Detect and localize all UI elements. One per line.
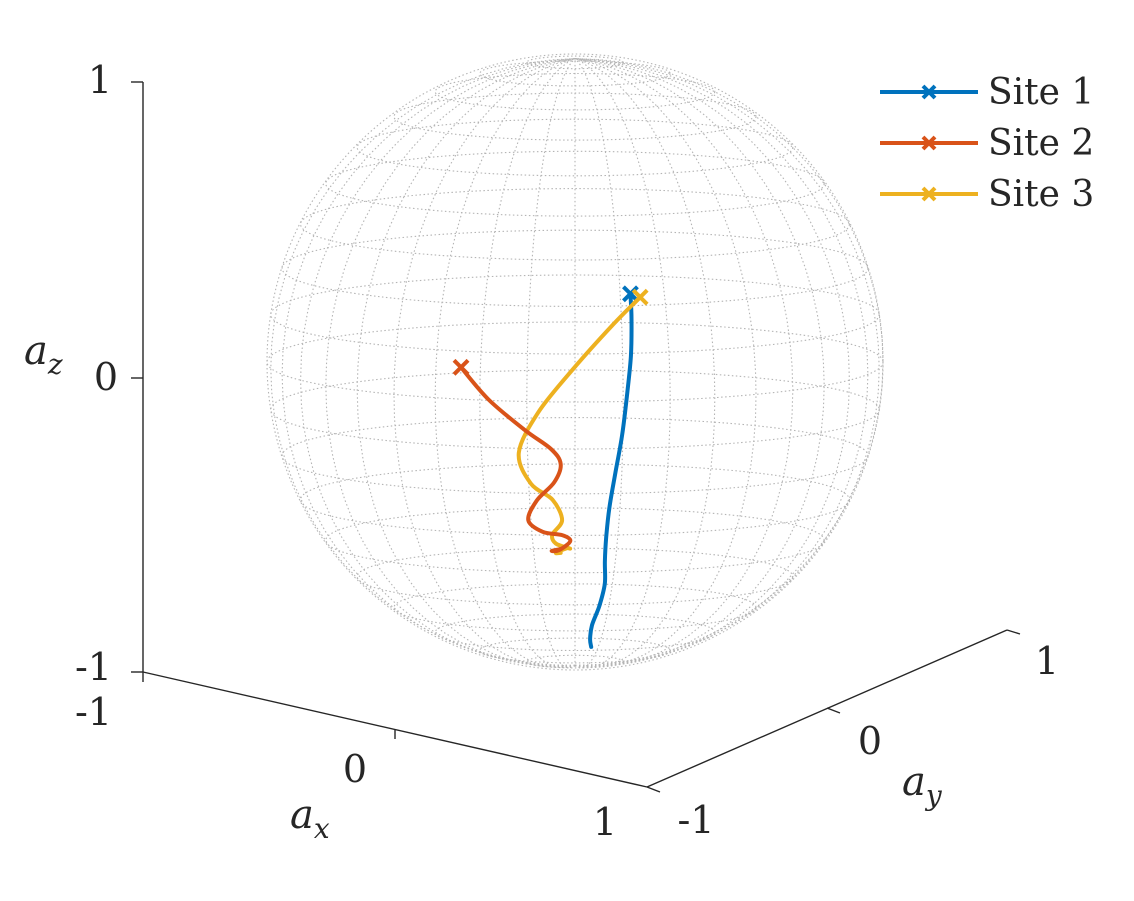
sphere-latitude-line	[356, 547, 794, 606]
y-tick-mark-mid	[826, 707, 841, 714]
legend-entry-site-2: Site 2	[880, 123, 1094, 164]
trajectory-line-site-3	[516, 295, 643, 556]
x-tick-label: 0	[343, 747, 367, 791]
legend-marker-site-1	[921, 84, 937, 100]
z-tick-label: 0	[94, 355, 118, 399]
y-tick-label: 0	[858, 719, 882, 763]
legend-entry-site-1: Site 1	[880, 72, 1094, 113]
sphere-latitude-line	[270, 274, 880, 355]
trajectories	[452, 285, 649, 649]
sphere-latitude-line	[356, 118, 794, 177]
sphere-latitude-line	[434, 72, 716, 111]
unit-sphere-wireframe	[266, 53, 884, 671]
x-tick-label: 1	[593, 800, 617, 844]
sphere-outline	[266, 53, 884, 671]
z-axis-label: az	[24, 328, 63, 381]
sphere-meridian-line	[574, 58, 757, 668]
legend-marker-site-3	[921, 186, 937, 202]
sphere-meridian-line	[574, 58, 624, 669]
sphere-latitude-line	[526, 55, 624, 70]
sphere-meridian-line	[574, 58, 850, 667]
z-tick-label: -1	[75, 645, 112, 689]
legend-entry-site-3: Site 3	[880, 174, 1094, 215]
sphere-meridian-line	[356, 58, 576, 668]
sphere-meridian-line	[574, 58, 825, 667]
sphere-meridian-line	[526, 58, 576, 669]
start-marker-site-3	[631, 288, 649, 306]
trajectory-line-site-2	[459, 365, 573, 554]
legend: Site 1 Site 2 Site 3	[880, 72, 1094, 215]
sphere-meridian-line	[479, 58, 576, 669]
trajectory-line-site-1	[588, 291, 634, 649]
y-tick-mark-end	[1006, 629, 1021, 635]
sphere-meridian-line	[281, 58, 576, 666]
sphere-meridian-line	[574, 58, 869, 666]
sphere-meridian-line	[574, 58, 794, 668]
sphere-meridian-line	[270, 58, 576, 666]
start-marker-site-2	[452, 358, 470, 376]
legend-label-site-2: Site 2	[988, 123, 1094, 164]
sphere-meridian-line	[574, 58, 884, 666]
sphere-meridian-line	[574, 58, 671, 669]
axes: 1 0 -1 -1 0 1 -1 0 1 az ax ay	[24, 58, 1059, 845]
start-marker-site-1	[622, 285, 639, 303]
sphere-meridian-line	[574, 58, 716, 668]
y-tick-label: 1	[1035, 639, 1059, 683]
x-axis-label: ax	[290, 792, 330, 845]
z-tick-label: 1	[88, 58, 112, 102]
sphere-meridian-line	[574, 58, 880, 666]
sphere-meridian-line	[325, 58, 576, 667]
x-tick-mark-end	[646, 786, 661, 793]
legend-label-site-3: Site 3	[988, 174, 1094, 215]
sphere-latitude-line	[300, 463, 850, 536]
sphere-latitude-line	[393, 583, 757, 632]
legend-label-site-1: Site 1	[988, 72, 1094, 113]
sphere-meridian-line	[393, 58, 576, 668]
legend-marker-site-2	[921, 135, 937, 151]
y-tick-label: -1	[677, 798, 714, 842]
sphere-latitude-line	[300, 188, 850, 261]
sphere-latitude-line	[325, 150, 825, 217]
y-axis-label: ay	[902, 759, 943, 812]
x-tick-label: -1	[75, 690, 112, 734]
sphere-meridian-line	[434, 58, 576, 668]
sphere-meridian-line	[300, 58, 576, 667]
